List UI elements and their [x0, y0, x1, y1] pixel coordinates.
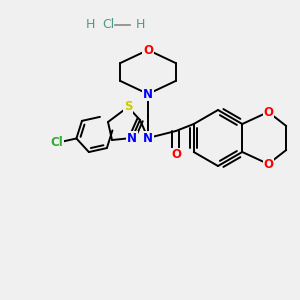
Text: N: N	[143, 88, 153, 100]
Text: Cl: Cl	[50, 136, 63, 149]
Text: O: O	[263, 158, 273, 170]
Text: O: O	[263, 106, 273, 118]
Text: N: N	[143, 131, 153, 145]
Text: H: H	[135, 19, 145, 32]
Text: N: N	[127, 131, 137, 145]
Text: Cl: Cl	[102, 19, 114, 32]
Text: H: H	[85, 19, 95, 32]
Text: S: S	[124, 100, 132, 113]
Text: O: O	[171, 148, 181, 161]
Text: O: O	[143, 44, 153, 56]
